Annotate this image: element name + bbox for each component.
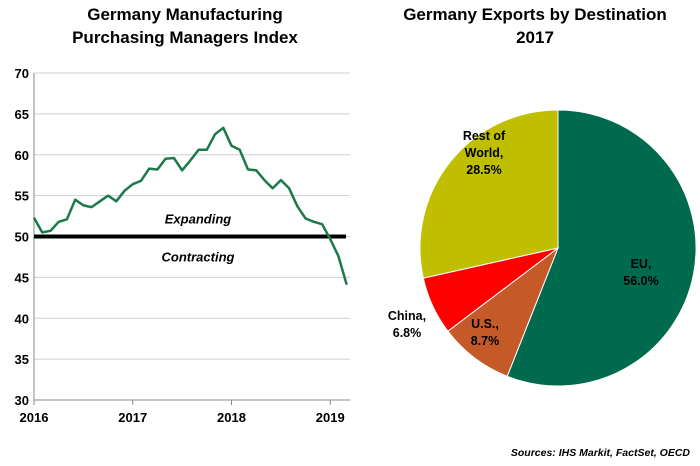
x-tick-label: 2017 — [118, 410, 147, 425]
pie-label-line: 28.5% — [466, 163, 501, 177]
expanding-annotation: Expanding — [165, 212, 232, 227]
pie-label-line: 6.8% — [393, 326, 422, 340]
exports-title-line2: 2017 — [516, 28, 554, 47]
pmi-title-line2: Purchasing Managers Index — [72, 28, 298, 47]
pmi-title-line1: Germany Manufacturing — [87, 5, 283, 24]
pie-slice-rest — [419, 109, 559, 279]
y-tick-label: 65 — [15, 107, 29, 122]
pie-label-rest: Rest of World, 28.5% — [463, 129, 506, 177]
pmi-series-line — [32, 126, 348, 286]
y-tick-label: 35 — [15, 352, 29, 367]
y-tick-label: 45 — [15, 270, 29, 285]
x-tick-label: 2018 — [217, 410, 246, 425]
pmi-line-chart: 30 35 40 45 50 55 60 65 70 2016 2017 2018 2019 Expand… — [15, 66, 350, 425]
pie-label-line: China, — [388, 309, 426, 323]
y-tick-label: 70 — [15, 66, 29, 81]
y-tick-label: 50 — [15, 230, 29, 245]
pie-label-line: U.S., — [471, 317, 499, 331]
pmi-chart-title: Germany Manufacturing Purchasing Manager… — [20, 3, 350, 49]
x-tick-label: 2016 — [20, 410, 49, 425]
exports-title-line1: Germany Exports by Destination — [403, 5, 667, 24]
pie-label-line: World, — [465, 146, 504, 160]
pie-label-line: 8.7% — [471, 334, 500, 348]
x-tick-label: 2019 — [316, 410, 345, 425]
pie-label-line: EU, — [631, 257, 652, 271]
source-note: Sources: IHS Markit, FactSet, OECD — [510, 447, 690, 459]
pie-label-eu: EU, 56.0% — [623, 257, 658, 288]
contracting-annotation: Contracting — [162, 250, 235, 265]
y-tick-label: 55 — [15, 189, 29, 204]
y-tick-label: 30 — [15, 393, 29, 408]
pie-label-line: 56.0% — [623, 274, 658, 288]
pie-label-line: Rest of — [463, 129, 506, 143]
y-tick-label: 60 — [15, 148, 29, 163]
y-tick-label: 40 — [15, 311, 29, 326]
exports-pie-chart: EU, 56.0% U.S., 8.7% China, 6.8% Rest of World,… — [388, 109, 697, 387]
pie-slice-eu — [506, 109, 697, 387]
exports-chart-title: Germany Exports by Destination 2017 — [385, 3, 685, 49]
pie-label-china: China, 6.8% — [388, 309, 426, 340]
pie-label-us: U.S., 8.7% — [471, 317, 500, 348]
